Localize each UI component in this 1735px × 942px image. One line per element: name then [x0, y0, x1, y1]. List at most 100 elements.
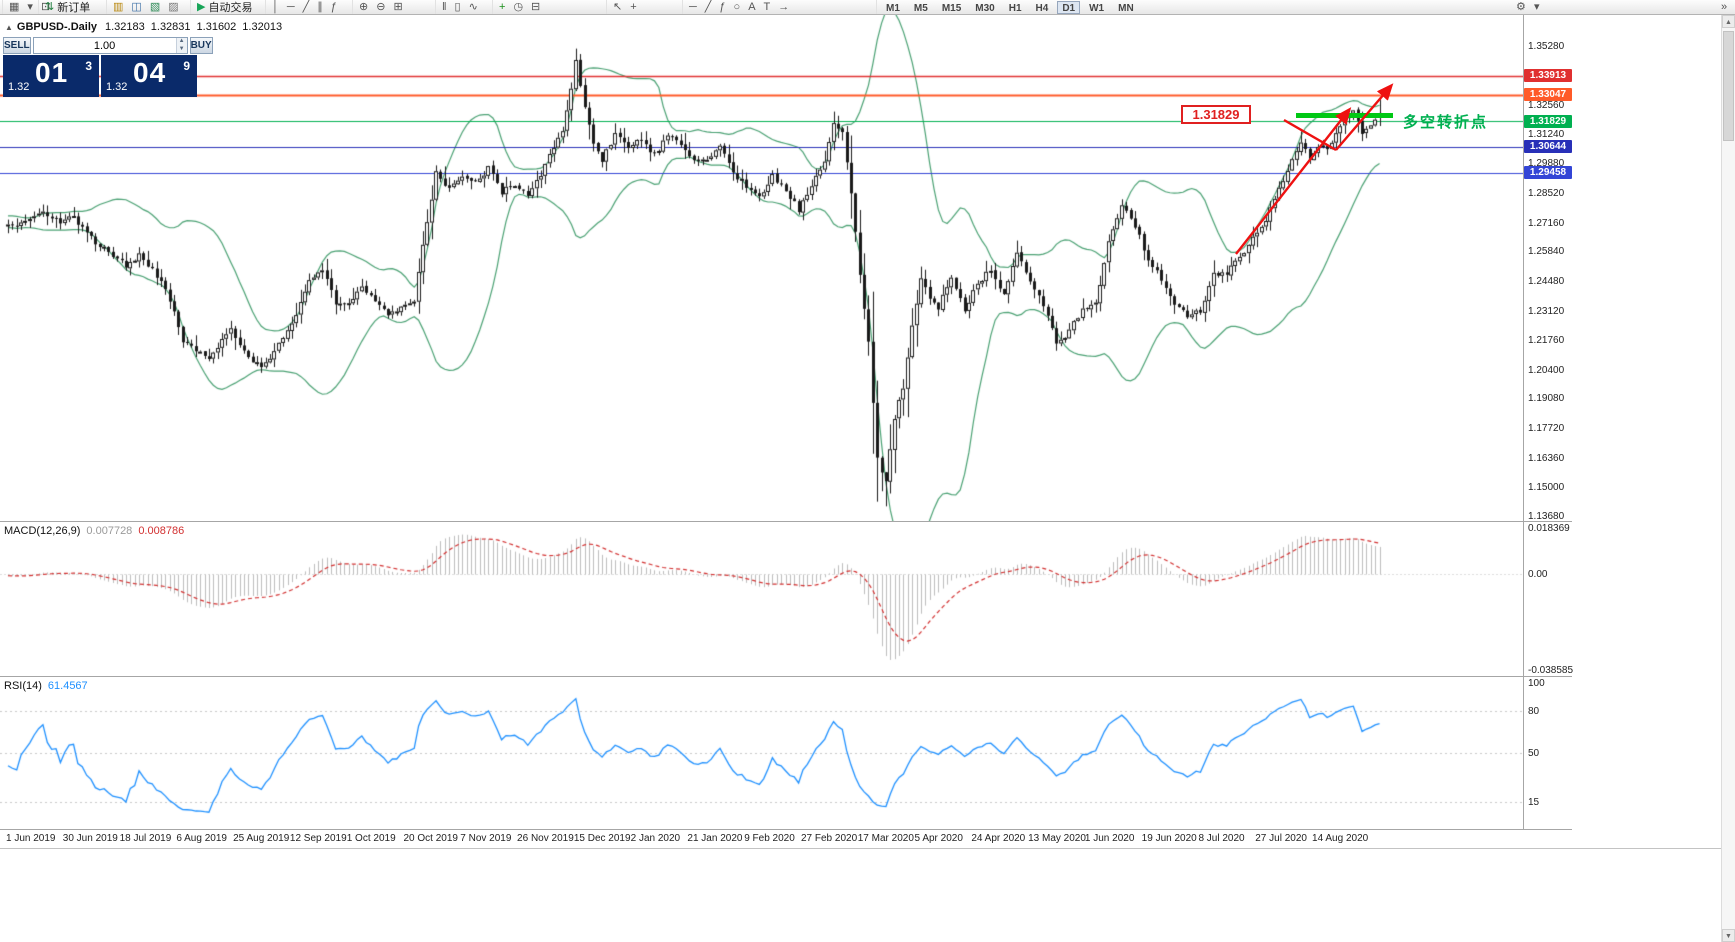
- price-axis[interactable]: 1.35280 1.32560 1.31240 1.29880 1.28520 1.271…: [1524, 0, 1584, 942]
- label-tool[interactable]: T: [762, 1, 773, 14]
- fibonacci-tool[interactable]: ƒ: [329, 1, 339, 14]
- price-level-badge: 1.33913: [1524, 69, 1572, 83]
- scrollbar-thumb[interactable]: [1723, 31, 1734, 141]
- buy-price-prefix: 1.32: [106, 81, 128, 93]
- vertical-line-tool[interactable]: │: [270, 1, 281, 14]
- indicators-button[interactable]: +: [497, 1, 507, 14]
- line-chart-button-icon: ∿: [468, 1, 478, 13]
- pane-separator[interactable]: [0, 829, 1572, 830]
- date-axis[interactable]: 1 Jun 2019 30 Jun 2019 18 Jul 2019 6 Aug 20…: [0, 830, 1572, 848]
- line-chart-button[interactable]: ∿: [467, 1, 480, 14]
- toolbar-group: + ◷ ⊟: [492, 0, 546, 14]
- chart-info-line: ▲ GBPUSD-.Daily 1.32183 1.32831 1.31602 1.320…: [5, 21, 288, 33]
- candlestick-chart-button[interactable]: ▯: [453, 1, 463, 14]
- volume-decrease-button[interactable]: ▼: [176, 45, 187, 53]
- price-level-badge: 1.30644: [1524, 140, 1572, 154]
- chart-window[interactable]: ▲ GBPUSD-.Daily 1.32183 1.32831 1.31602 1.320…: [0, 15, 1735, 849]
- new-chart-button[interactable]: ▦: [7, 1, 21, 14]
- sell-price-panel[interactable]: 1.32 01 3: [3, 55, 99, 97]
- shapes-tool[interactable]: ○: [732, 1, 743, 14]
- data-window-button[interactable]: ◫: [129, 1, 143, 14]
- scroll-up-arrow[interactable]: ▲: [1722, 15, 1735, 28]
- sell-button[interactable]: SELL: [3, 37, 31, 54]
- turning-point-text-object[interactable]: 多空转折点: [1403, 114, 1489, 131]
- new-chart-dropdown-icon: ▾: [27, 1, 33, 13]
- cursor-tool[interactable]: ↖: [611, 1, 624, 14]
- price-level-badge: 1.29458: [1524, 166, 1572, 180]
- toolbar-group: │ ─ ╱ ∥ ƒ: [265, 0, 343, 14]
- label-tool-icon: T: [763, 1, 771, 13]
- chart-settings-button[interactable]: ⚙: [1514, 0, 1528, 13]
- main-chart-canvas[interactable]: [0, 15, 1523, 521]
- price-annotation-box[interactable]: 1.31829: [1181, 105, 1251, 124]
- new-order-button[interactable]: ⇅ 新订单: [43, 1, 92, 14]
- price-axis-tick: 1.20400: [1528, 364, 1565, 376]
- timeframe-w1[interactable]: W1: [1089, 2, 1105, 14]
- period-button[interactable]: ◷: [511, 1, 525, 14]
- zoom-out-button[interactable]: ⊖: [374, 1, 387, 14]
- channel-tool[interactable]: ∥: [315, 1, 325, 14]
- low-value: 1.31602: [196, 21, 237, 33]
- toolbar-overflow-button[interactable]: »: [1719, 0, 1729, 13]
- timeframe-d1[interactable]: D1: [1057, 0, 1081, 14]
- rsi-pane-canvas[interactable]: [0, 677, 1523, 829]
- fibo-object-tool[interactable]: ƒ: [717, 1, 727, 14]
- buy-price-panel[interactable]: 1.32 04 9: [101, 55, 197, 97]
- horizontal-line-tool[interactable]: ─: [285, 1, 297, 14]
- template-button[interactable]: ⊟: [529, 1, 542, 14]
- one-click-trading-panel: SELL ▲ ▼ BUY 1.32 01 3 1.32: [3, 37, 213, 97]
- hline-object-tool[interactable]: ─: [687, 1, 699, 14]
- text-tool[interactable]: A: [746, 1, 757, 14]
- market-watch-button[interactable]: ▥: [111, 1, 125, 14]
- data-window-button-icon: ◫: [131, 1, 142, 13]
- tline-object-tool[interactable]: ╱: [703, 1, 714, 14]
- indicators-button-icon: +: [499, 1, 506, 13]
- timeframe-m15[interactable]: M15: [941, 2, 962, 14]
- scroll-down-arrow[interactable]: ▼: [1722, 929, 1735, 942]
- volume-input[interactable]: [33, 38, 176, 53]
- timeframe-m30[interactable]: M30: [975, 2, 995, 14]
- price-axis-tick: 1.15000: [1528, 482, 1565, 494]
- autotrading-button[interactable]: ▶ 自动交易: [195, 1, 254, 14]
- pane-separator[interactable]: [0, 521, 1572, 522]
- pane-separator[interactable]: [0, 676, 1572, 677]
- volume-increase-button[interactable]: ▲: [176, 38, 187, 46]
- one-click-collapse-toggle[interactable]: ▲: [5, 23, 13, 32]
- zoom-out-button-icon: ⊖: [376, 1, 386, 13]
- macd-pane-canvas[interactable]: [0, 522, 1523, 676]
- new-order-button-icon: ⇅: [45, 1, 55, 13]
- rsi-indicator-label: RSI(14) 61.4567: [4, 680, 88, 692]
- print-preview-button[interactable]: ⊡: [39, 1, 52, 14]
- navigator-button[interactable]: ▧: [148, 1, 162, 14]
- hline-object-tool-icon: ─: [689, 1, 697, 13]
- autotrading-button-label: 自动交易: [208, 2, 253, 14]
- price-axis-tick: 1.24480: [1528, 275, 1565, 287]
- crosshair-tool[interactable]: +: [628, 1, 638, 14]
- date-axis-label: 25 Aug 2019: [233, 833, 290, 844]
- settings-dropdown[interactable]: ▾: [1532, 0, 1542, 13]
- vertical-scrollbar[interactable]: ▲ ▼: [1721, 15, 1735, 942]
- timeframe-m5[interactable]: M5: [913, 2, 928, 14]
- new-chart-button-icon: ▦: [9, 1, 20, 13]
- new-chart-dropdown[interactable]: ▾: [25, 1, 35, 14]
- trendline-tool[interactable]: ╱: [301, 1, 312, 14]
- price-axis-tick: 1.19080: [1528, 393, 1565, 405]
- timeframe-h1[interactable]: H1: [1008, 2, 1022, 14]
- date-axis-label: 1 Oct 2019: [346, 833, 396, 844]
- timeframe-mn[interactable]: MN: [1118, 2, 1134, 14]
- toolbar-overflow-button-icon: »: [1721, 0, 1728, 13]
- trendline-tool-icon: ╱: [302, 1, 310, 13]
- price-axis-tick: 1.27160: [1528, 217, 1565, 229]
- bar-chart-button[interactable]: ‖: [440, 1, 449, 14]
- tile-windows-button[interactable]: ⊞: [391, 1, 404, 14]
- terminal-button[interactable]: ▨: [166, 1, 180, 14]
- zoom-in-button[interactable]: ⊕: [357, 1, 370, 14]
- period-button-icon: ◷: [513, 1, 524, 13]
- buy-button[interactable]: BUY: [189, 37, 213, 54]
- window-bottom-edge: [0, 848, 1735, 849]
- sell-price-pip-digit: 3: [85, 59, 92, 73]
- timeframe-m1[interactable]: M1: [886, 2, 900, 14]
- arrow-tool[interactable]: →: [776, 1, 791, 14]
- timeframe-h4[interactable]: H4: [1035, 2, 1049, 14]
- channel-tool-icon: ∥: [317, 1, 323, 13]
